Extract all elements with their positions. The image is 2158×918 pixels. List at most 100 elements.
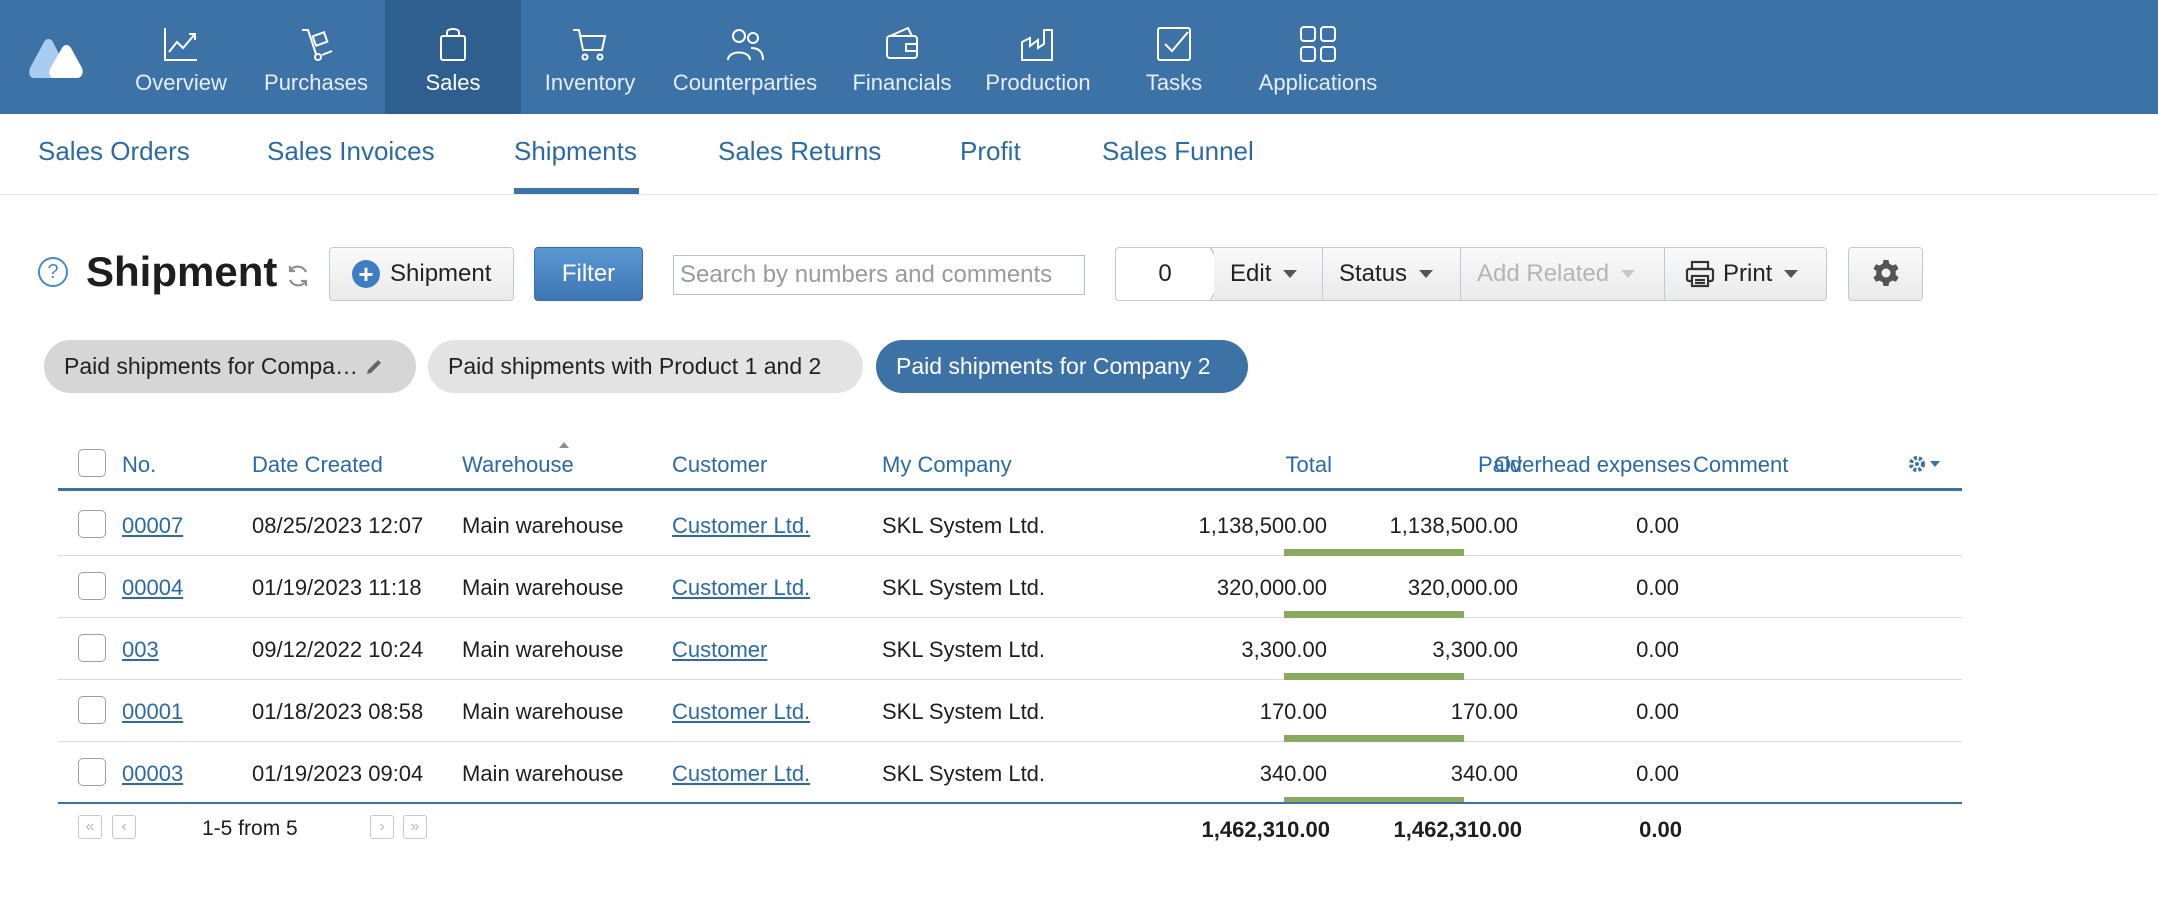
search-input[interactable]	[673, 255, 1085, 295]
edit-dropdown[interactable]: Edit	[1214, 247, 1323, 301]
refresh-icon[interactable]	[285, 263, 311, 289]
date-created: 01/19/2023 09:04	[252, 761, 424, 786]
total: 3,300.00	[1241, 637, 1327, 662]
tab-profit[interactable]: Profit	[960, 136, 1021, 166]
help-icon[interactable]: ?	[38, 257, 68, 287]
active-tab-indicator	[514, 188, 639, 194]
shipment-number-link[interactable]: 003	[122, 637, 159, 662]
total: 320,000.00	[1216, 575, 1327, 600]
apps-grid-icon	[1300, 26, 1336, 62]
customer-link[interactable]: Customer Ltd.	[672, 761, 811, 786]
settings-button[interactable]	[1848, 247, 1923, 301]
shopping-bag-icon	[440, 28, 466, 61]
first-page-icon[interactable]: «	[78, 815, 102, 839]
total: 170.00	[1259, 699, 1327, 724]
status-label: Status	[1339, 260, 1408, 287]
print-dropdown[interactable]: Print	[1664, 247, 1827, 301]
shipment-number-link[interactable]: 00004	[122, 575, 184, 600]
paid-progress-bar	[1284, 673, 1464, 680]
date-created: 01/19/2023 11:18	[252, 575, 422, 600]
chevron-down-icon	[1283, 270, 1298, 278]
warehouse: Main warehouse	[462, 761, 624, 786]
column-header-my-company[interactable]: My Company	[882, 452, 1012, 477]
column-header-overhead[interactable]: Overhead expenses	[1494, 452, 1691, 477]
column-header-no[interactable]: No.	[122, 452, 157, 477]
nav-item-financials[interactable]: Financials	[848, 0, 956, 114]
add-shipment-label: Shipment	[390, 260, 492, 287]
column-header-warehouse[interactable]: Warehouse	[462, 452, 574, 477]
select-all-checkbox[interactable]	[78, 449, 106, 477]
last-page-icon[interactable]: »	[403, 815, 427, 839]
row-checkbox[interactable]	[78, 758, 106, 786]
column-header-comment[interactable]: Comment	[1693, 452, 1789, 477]
column-header-customer[interactable]: Customer	[672, 452, 768, 477]
column-header-date[interactable]: Date Created	[252, 452, 383, 477]
table-row[interactable]: 003 09/12/2022 10:24 Main warehouse Cust…	[58, 618, 1962, 680]
table-row[interactable]: 00007 08/25/2023 12:07 Main warehouse Cu…	[58, 494, 1962, 556]
nav-item-inventory[interactable]: Inventory	[536, 0, 644, 114]
saved-filter-chip-active[interactable]: Paid shipments for Company 2	[876, 340, 1248, 393]
table-row[interactable]: 00004 01/19/2023 11:18 Main warehouse Cu…	[58, 556, 1962, 618]
saved-filter-chip[interactable]: Paid shipments for Compa…	[44, 340, 416, 393]
nav-item-applications[interactable]: Applications	[1256, 0, 1380, 114]
pencil-icon[interactable]	[364, 357, 384, 377]
saved-filter-label: Paid shipments with Product 1 and 2	[448, 353, 822, 379]
my-company: SKL System Ltd.	[882, 575, 1046, 600]
next-page-icon[interactable]: ›	[370, 815, 394, 839]
overhead-expenses: 0.00	[1636, 637, 1679, 662]
customer-link[interactable]: Customer Ltd.	[672, 513, 811, 538]
nav-label: Tasks	[1145, 70, 1203, 95]
add-shipment-button[interactable]: + Shipment	[329, 247, 514, 301]
nav-label: Sales	[425, 70, 481, 95]
customer-link[interactable]: Customer	[672, 637, 768, 662]
customer-link[interactable]: Customer Ltd.	[672, 699, 811, 724]
nav-item-counterparties[interactable]: Counterparties	[668, 0, 822, 114]
tab-shipments[interactable]: Shipments	[514, 136, 637, 166]
nav-item-purchases[interactable]: Purchases	[256, 0, 376, 114]
my-company: SKL System Ltd.	[882, 513, 1046, 538]
cart-icon	[573, 29, 607, 61]
paid: 3,300.00	[1432, 637, 1518, 662]
date-created: 01/18/2023 08:58	[252, 699, 424, 724]
shipment-number-link[interactable]: 00007	[122, 513, 184, 538]
edit-label: Edit	[1230, 260, 1272, 287]
my-company: SKL System Ltd.	[882, 699, 1046, 724]
customer-link[interactable]: Customer Ltd.	[672, 575, 811, 600]
nav-item-tasks[interactable]: Tasks	[1130, 0, 1218, 114]
column-header-total[interactable]: Total	[1285, 452, 1332, 477]
nav-item-overview[interactable]: Overview	[122, 0, 240, 114]
date-created: 08/25/2023 12:07	[252, 513, 424, 538]
add-related-dropdown[interactable]: Add Related	[1460, 247, 1665, 301]
overhead-expenses: 0.00	[1636, 513, 1679, 538]
prev-page-icon[interactable]: ‹	[112, 815, 136, 839]
filter-button[interactable]: Filter	[534, 247, 643, 301]
top-navigation: Overview Purchases Sales Inventory Count…	[0, 0, 2158, 114]
logo-icon[interactable]	[28, 36, 84, 80]
saved-filter-chip[interactable]: Paid shipments with Product 1 and 2	[428, 340, 863, 393]
nav-item-sales[interactable]: Sales	[385, 0, 521, 114]
shipment-number-link[interactable]: 00001	[122, 699, 184, 724]
table-row[interactable]: 00003 01/19/2023 09:04 Main warehouse Cu…	[58, 742, 1962, 804]
tab-sales-orders[interactable]: Sales Orders	[38, 136, 190, 166]
table-row[interactable]: 00001 01/18/2023 08:58 Main warehouse Cu…	[58, 680, 1962, 742]
tab-sales-funnel[interactable]: Sales Funnel	[1102, 136, 1254, 166]
row-checkbox[interactable]	[78, 510, 106, 538]
column-settings-icon[interactable]	[1908, 455, 1942, 473]
shipment-number-link[interactable]: 00003	[122, 761, 184, 786]
overhead-sum: 0.00	[1639, 817, 1682, 842]
row-checkbox[interactable]	[78, 696, 106, 724]
chevron-down-icon	[1784, 270, 1799, 278]
page-title: Shipment	[86, 248, 278, 295]
chevron-down-icon	[1419, 270, 1434, 278]
row-checkbox[interactable]	[78, 572, 106, 600]
nav-item-production[interactable]: Production	[982, 0, 1094, 114]
nav-label: Production	[985, 70, 1091, 95]
status-dropdown[interactable]: Status	[1322, 247, 1461, 301]
column-header-paid[interactable]: Paid	[1477, 452, 1522, 477]
row-checkbox[interactable]	[78, 634, 106, 662]
tab-sales-invoices[interactable]: Sales Invoices	[267, 136, 435, 166]
nav-label: Purchases	[264, 70, 368, 95]
tab-sales-returns[interactable]: Sales Returns	[718, 136, 882, 166]
my-company: SKL System Ltd.	[882, 761, 1046, 786]
paid-progress-bar	[1284, 797, 1464, 804]
